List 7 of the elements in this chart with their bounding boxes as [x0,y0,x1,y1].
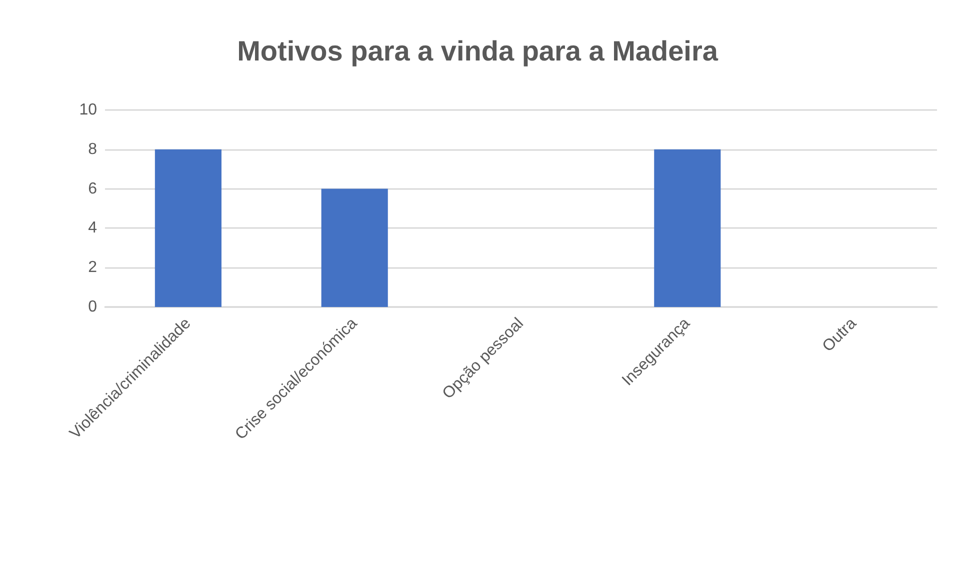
y-tick-label: 8 [88,140,98,158]
y-tick-label: 2 [88,259,98,276]
y-tick-label: 6 [88,180,98,198]
y-tick-label: 0 [88,298,98,316]
chart-title: Motivos para a vinda para a Madeira [237,36,718,66]
y-tick-label: 10 [79,102,98,118]
y-tick-label: 4 [88,220,98,237]
